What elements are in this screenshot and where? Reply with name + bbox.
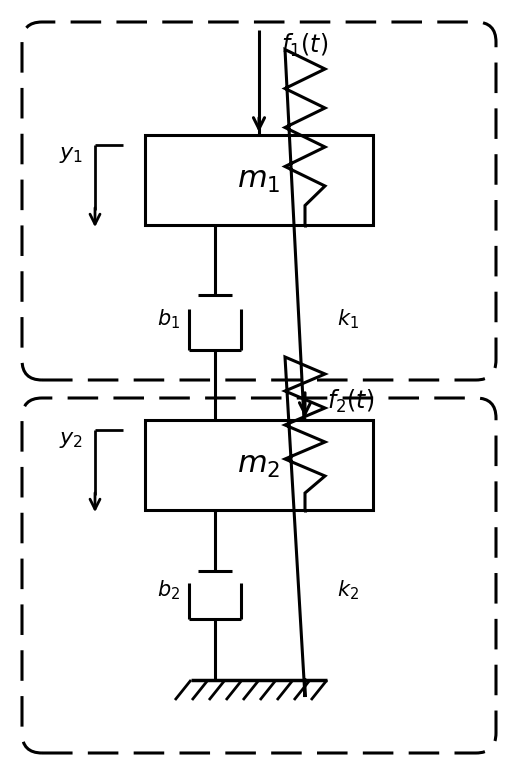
Text: $m_2$: $m_2$ <box>237 449 281 480</box>
Text: $k_1$: $k_1$ <box>337 308 359 331</box>
Text: $f_1(t)$: $f_1(t)$ <box>281 32 328 59</box>
Bar <box>145 420 373 510</box>
Bar <box>145 135 373 225</box>
Text: $m_1$: $m_1$ <box>237 164 281 195</box>
Text: $b_1$: $b_1$ <box>157 308 180 331</box>
Text: $k_2$: $k_2$ <box>337 578 359 602</box>
Text: $y_1$: $y_1$ <box>59 143 83 165</box>
Text: $f_2(t)$: $f_2(t)$ <box>327 388 374 415</box>
Text: $y_2$: $y_2$ <box>59 428 83 450</box>
Text: $b_2$: $b_2$ <box>157 578 180 602</box>
